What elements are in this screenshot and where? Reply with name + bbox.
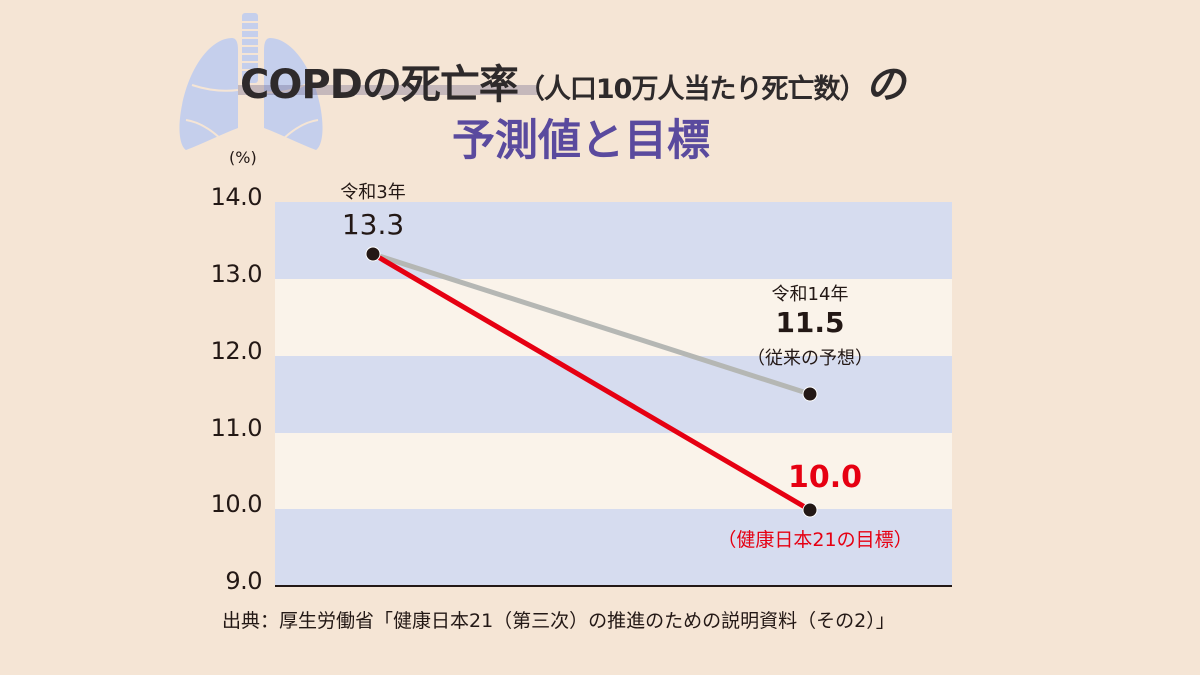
- chart-title-line2: 予測値と目標: [452, 116, 710, 166]
- title-paren: （人口10万人当たり死亡数）: [517, 74, 867, 105]
- source-citation: 出典：厚生労働省「健康日本21（第三次）の推進のための説明資料（その2）」: [222, 610, 895, 632]
- background-bands: [275, 202, 952, 586]
- start-value-label: 13.3: [341, 208, 405, 241]
- y-tick-13: 13.0: [210, 260, 263, 288]
- projection-note-label: （従来の予想）: [747, 348, 873, 369]
- target-marker: [802, 502, 818, 518]
- projection-value-label: 11.5: [775, 306, 845, 339]
- y-tick-10: 10.0: [210, 490, 263, 518]
- chart-title-line1: COPDの死亡率（人口10万人当たり死亡数）の: [240, 52, 905, 110]
- y-axis-unit: (%): [229, 148, 257, 167]
- start-marker: [365, 246, 381, 262]
- y-tick-14: 14.0: [210, 183, 263, 211]
- target-value-label: 10.0: [787, 460, 863, 495]
- y-tick-9: 9.0: [225, 567, 262, 595]
- target-note-label: （健康日本21の目標）: [717, 529, 913, 551]
- title-tail: の: [865, 62, 905, 108]
- projection-line: [372, 251, 811, 397]
- y-tick-11: 11.0: [210, 414, 263, 442]
- y-tick-12: 12.0: [210, 337, 263, 365]
- lungs-icon: [179, 13, 323, 150]
- title-highlight-bar: [238, 85, 538, 95]
- target-line: [371, 251, 812, 513]
- projection-marker: [802, 386, 818, 402]
- start-year-label: 令和3年: [340, 182, 406, 203]
- title-main: COPDの死亡率: [240, 62, 519, 108]
- end-year-label: 令和14年: [771, 284, 849, 305]
